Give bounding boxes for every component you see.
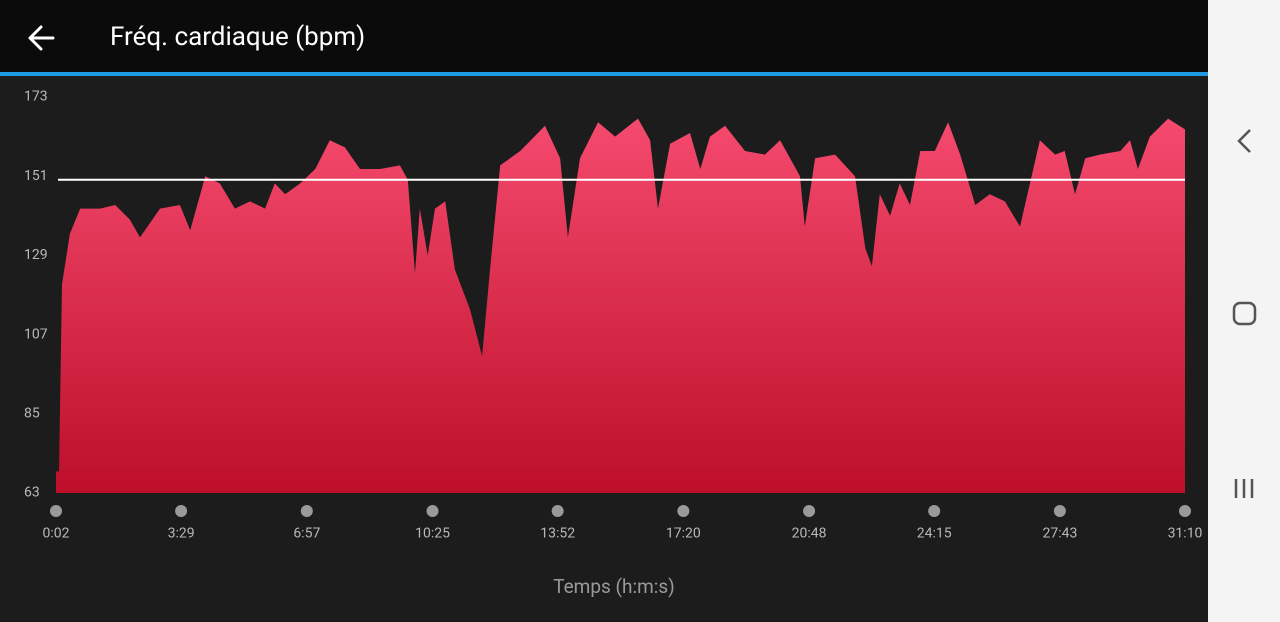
x-tick-dot [928, 505, 941, 517]
back-button[interactable] [28, 25, 55, 51]
y-tick-label: 129 [24, 247, 48, 263]
x-tick-label: 24:15 [917, 526, 952, 542]
nav-home[interactable] [1232, 301, 1257, 326]
y-tick-label: 107 [24, 326, 48, 342]
plot: 63 85 107 129 151 173 0:02 3:29 6:57 10:25 13:52 17… [24, 89, 1203, 542]
x-tick-dot [175, 505, 188, 517]
heart-rate-area [56, 118, 1185, 493]
x-tick-label: 31:10 [1168, 526, 1203, 542]
nav-back[interactable] [1237, 129, 1251, 153]
app-bar-accent [0, 72, 1208, 76]
page-title: Fréq. cardiaque (bpm) [110, 22, 365, 52]
x-tick-dot [1179, 505, 1191, 517]
navigation-bar [1208, 0, 1280, 622]
x-tick-dot [551, 505, 564, 517]
x-tick-dot [677, 505, 690, 517]
x-tick-label: 6:57 [293, 526, 320, 542]
x-tick-dot [50, 505, 62, 517]
nav-recents[interactable] [1234, 479, 1254, 498]
x-tick-label: 17:20 [666, 526, 701, 542]
x-tick-label: 0:02 [43, 526, 70, 542]
x-tick-label: 27:43 [1042, 526, 1077, 542]
x-axis-label: Temps (h:m:s) [553, 575, 675, 598]
x-tick-dot [803, 505, 816, 517]
x-tick-dot [300, 505, 313, 517]
x-tick-label: 3:29 [168, 526, 195, 542]
app-bar [0, 0, 1208, 72]
y-tick-label: 151 [24, 168, 48, 184]
y-tick-label: 173 [24, 89, 48, 105]
x-tick-label: 20:48 [792, 526, 827, 542]
y-tick-label: 63 [24, 485, 40, 501]
back-arrow[interactable] [28, 25, 55, 51]
x-tick-dot [426, 505, 439, 517]
x-tick-label: 13:52 [540, 526, 575, 542]
y-tick-label: 85 [24, 406, 40, 422]
x-tick-label: 10:25 [415, 526, 450, 542]
x-tick-dot [1053, 505, 1066, 517]
